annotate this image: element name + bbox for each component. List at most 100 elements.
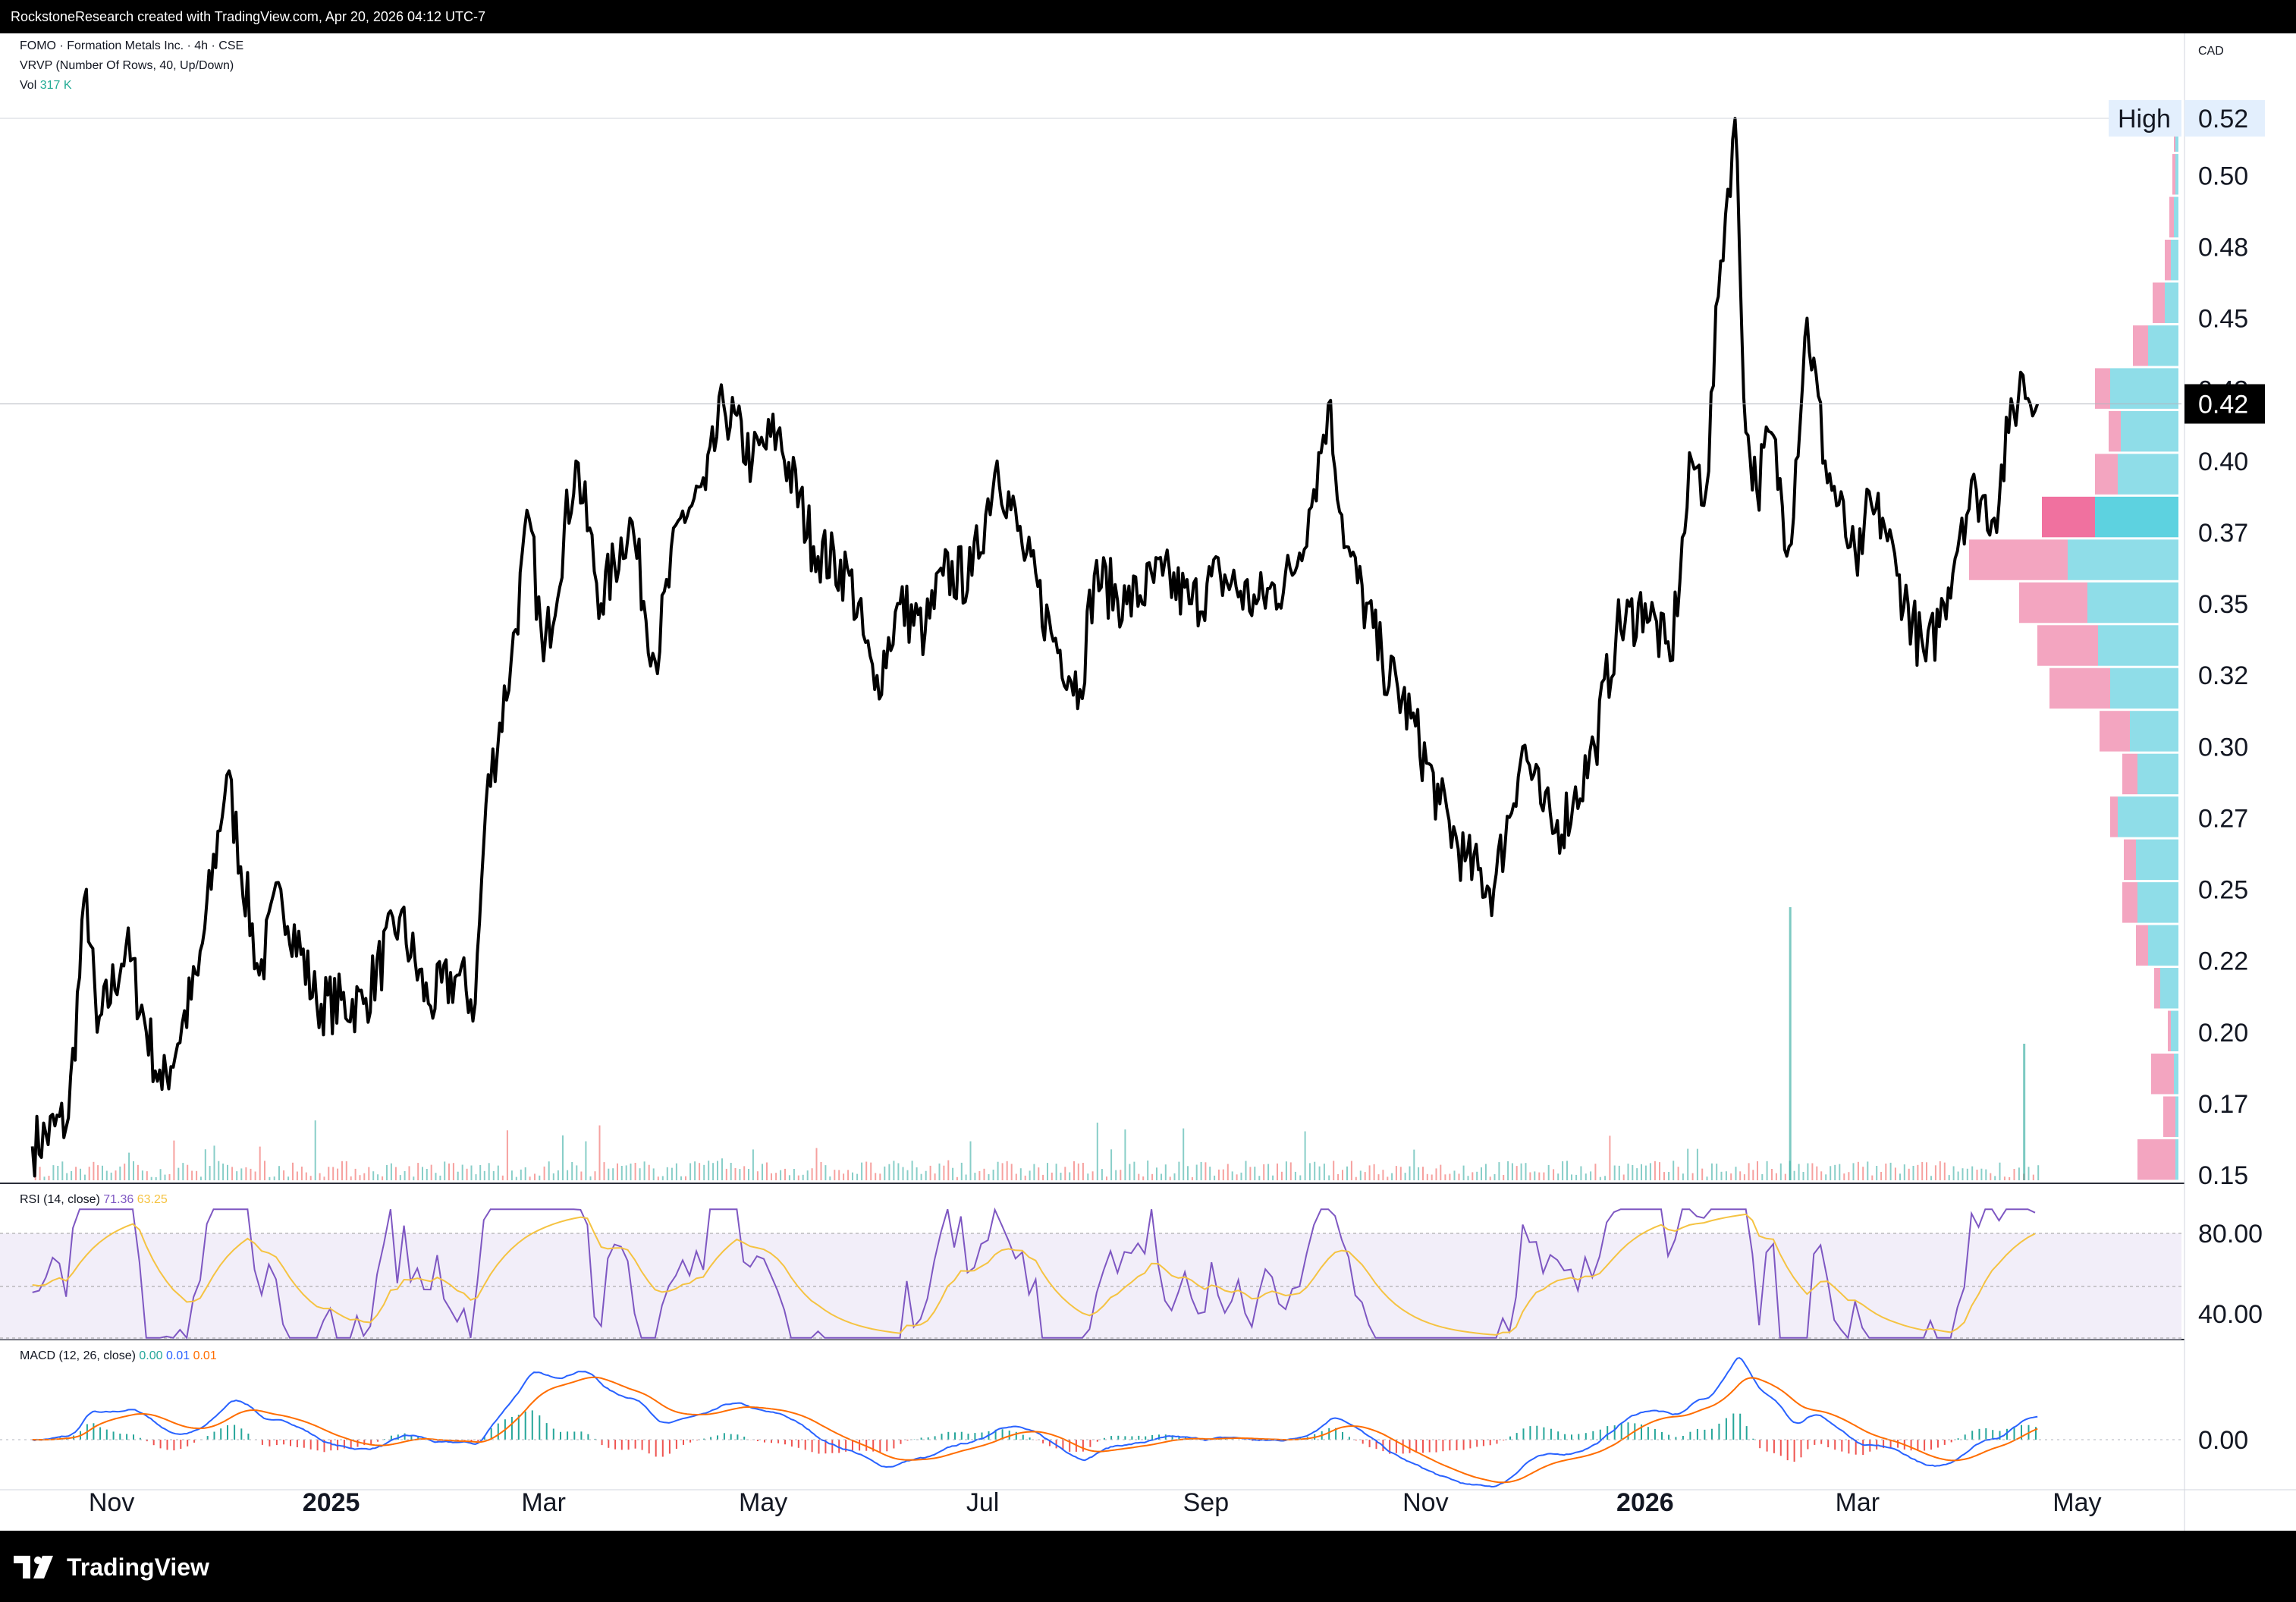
vrvp-down-bar — [2124, 839, 2136, 881]
volume-bar — [557, 1170, 559, 1180]
volume-bar — [956, 1176, 958, 1180]
volume-bar — [1308, 1163, 1311, 1180]
volume-bar — [1811, 1163, 1814, 1180]
volume-bar — [1178, 1161, 1180, 1180]
macd-hist-bar — [470, 1440, 473, 1442]
rsi-line — [32, 1207, 2036, 1340]
macd-hist-bar — [1985, 1428, 1987, 1440]
macd-hist-bar — [730, 1434, 732, 1440]
macd-hist-bar — [1675, 1437, 1677, 1440]
volume-bar — [1399, 1167, 1402, 1180]
volume-bar — [1525, 1163, 1527, 1180]
vrvp-up-bar — [2098, 625, 2178, 666]
macd-hist-bar — [377, 1440, 379, 1442]
macd-hist-bar — [1647, 1427, 1649, 1440]
volume-bar — [350, 1176, 352, 1180]
volume-bar — [1952, 1166, 1955, 1180]
volume-bar — [273, 1176, 275, 1180]
volume-bar — [204, 1149, 206, 1180]
macd-hist-bar — [370, 1440, 372, 1445]
tradingview-logo[interactable]: TradingView — [14, 1549, 209, 1585]
vrvp-down-bar — [2136, 925, 2148, 966]
macd-hist-bar — [1442, 1440, 1444, 1452]
volume-bar — [1912, 1166, 1914, 1180]
macd-hist-bar — [1362, 1440, 1364, 1444]
volume-bar — [1222, 1169, 1224, 1180]
vol-legend[interactable]: Vol 317 K — [20, 79, 72, 93]
volume-bar — [337, 1168, 339, 1180]
macd-hist-bar — [356, 1440, 359, 1447]
macd-hist-value: 0.01 — [193, 1349, 217, 1362]
volume-bar — [1604, 1176, 1607, 1180]
volume-bar — [1462, 1165, 1465, 1180]
volume-bar — [576, 1165, 578, 1180]
time-tick-label: Jul — [966, 1488, 999, 1517]
macd-hist-bar — [1696, 1428, 1698, 1440]
time-tick-label: May — [2053, 1488, 2101, 1517]
volume-bar — [209, 1166, 211, 1180]
macd-hist-bar — [2021, 1425, 2022, 1440]
rsi-tick-label: 80.00 — [2198, 1220, 2263, 1249]
vrvp-up-bar — [2110, 668, 2178, 709]
tradingview-wordmark: TradingView — [67, 1553, 209, 1581]
rsi-legend[interactable]: RSI (14, close) 71.36 63.25 — [20, 1193, 168, 1207]
volume-bar — [1314, 1161, 1316, 1180]
volume-bar — [712, 1163, 715, 1180]
volume-bar — [1318, 1166, 1321, 1180]
volume-bar — [1926, 1162, 1927, 1180]
macd-hist-bar — [1971, 1431, 1974, 1440]
volume-bar — [390, 1163, 392, 1180]
volume-bar — [1409, 1166, 1411, 1180]
volume-bar — [829, 1176, 831, 1180]
macd-hist-bar — [477, 1440, 479, 1441]
macd-hist-bar — [105, 1429, 108, 1440]
chart-canvas[interactable]: 0.500.480.450.430.400.370.350.320.300.27… — [0, 33, 2296, 1531]
volume-bar — [492, 1171, 495, 1180]
macd-hist-bar — [552, 1428, 554, 1440]
macd-hist-bar — [601, 1440, 603, 1446]
macd-hist-bar — [893, 1440, 895, 1449]
volume-bar — [652, 1168, 655, 1180]
volume-bar — [784, 1168, 786, 1180]
macd-hist-bar — [2035, 1427, 2037, 1440]
volume-bar — [159, 1169, 162, 1180]
volume-bar — [685, 1176, 686, 1180]
macd-hist-bar — [1964, 1434, 1966, 1440]
macd-hist-bar — [1375, 1440, 1377, 1450]
volume-bar — [300, 1167, 303, 1180]
macd-hist-bar — [1449, 1440, 1451, 1451]
high-label-box — [2109, 100, 2181, 137]
volume-bar — [1453, 1170, 1456, 1180]
macd-hist-bar — [941, 1434, 943, 1440]
macd-hist-bar — [756, 1440, 759, 1441]
macd-hist-bar — [1564, 1434, 1566, 1440]
macd-hist-bar — [1820, 1440, 1823, 1444]
macd-legend[interactable]: MACD (12, 26, close) 0.00 0.01 0.01 — [20, 1349, 217, 1363]
volume-bar — [929, 1165, 931, 1180]
macd-hist-bar — [1999, 1431, 2001, 1440]
vrvp-down-bar — [2154, 968, 2160, 1009]
vrvp-legend[interactable]: VRVP (Number Of Rows, 40, Up/Down) — [20, 59, 234, 73]
volume-bar — [1908, 1168, 1910, 1180]
macd-hist-bar — [1571, 1434, 1572, 1440]
tradingview-icon — [14, 1556, 53, 1578]
volume-bar — [580, 1171, 583, 1180]
macd-hist-bar — [283, 1440, 285, 1445]
volume-bar — [1613, 1165, 1616, 1180]
price-tick-label: 0.45 — [2198, 305, 2248, 334]
volume-bar — [43, 1176, 46, 1180]
volume-bar — [245, 1167, 247, 1180]
symbol-legend[interactable]: FOMO · Formation Metals Inc. · 4h · CSE — [20, 39, 243, 53]
volume-bar — [2018, 1167, 2020, 1180]
price-tick-label: 0.15 — [2198, 1161, 2248, 1190]
volume-bar — [1622, 1174, 1625, 1180]
volume-bar — [947, 1160, 950, 1180]
volume-bar — [875, 1173, 877, 1180]
volume-bar — [1231, 1171, 1233, 1180]
volume-bar — [708, 1161, 710, 1180]
macd-hist-bar — [689, 1440, 692, 1443]
chart-frame[interactable]: 0.500.480.450.430.400.370.350.320.300.27… — [0, 33, 2296, 1531]
volume-bar — [479, 1165, 482, 1180]
volume-bar — [466, 1168, 468, 1180]
currency-label: CAD — [2198, 45, 2224, 58]
